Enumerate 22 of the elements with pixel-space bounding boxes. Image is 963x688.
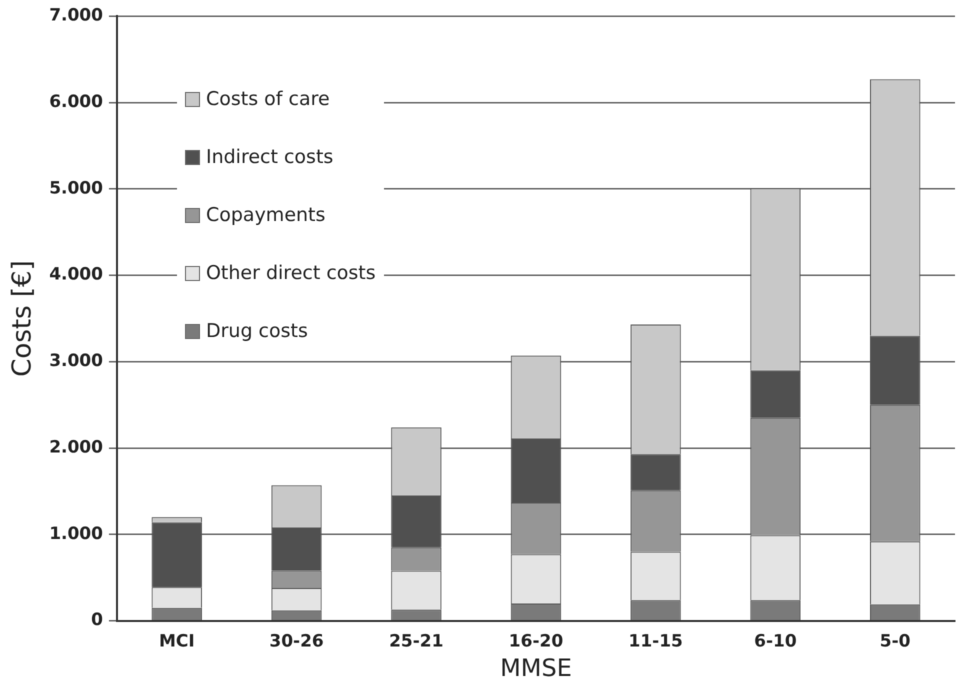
legend-label: Copayments <box>206 204 326 226</box>
x-tick-label: 30-26 <box>269 631 324 652</box>
legend-label: Indirect costs <box>206 146 334 168</box>
y-tick-label: 0 <box>91 610 104 630</box>
y-tick-label: 1.000 <box>49 524 104 544</box>
y-tick-label: 5.000 <box>49 178 104 198</box>
x-tick-label: 6-10 <box>754 631 797 652</box>
x-tick-label: 25-21 <box>389 631 444 652</box>
legend-label: Costs of care <box>206 88 330 110</box>
legend-label: Other direct costs <box>206 262 376 284</box>
y-tick-label: 7.000 <box>49 6 104 26</box>
x-axis-title: MMSE <box>500 654 572 682</box>
x-tick-label: 11-15 <box>628 631 683 652</box>
y-tick-label: 4.000 <box>49 264 104 285</box>
x-tick-label: 5-0 <box>880 631 911 652</box>
y-tick-label: 2.000 <box>49 437 104 458</box>
y-tick-label: 3.000 <box>49 351 104 372</box>
y-axis-title: Costs [€] <box>7 260 38 377</box>
legend-label: Drug costs <box>206 320 308 342</box>
x-tick-label: 16-20 <box>508 631 564 652</box>
y-tick-label: 6.000 <box>49 92 104 112</box>
x-tick-label: MCI <box>158 631 195 652</box>
